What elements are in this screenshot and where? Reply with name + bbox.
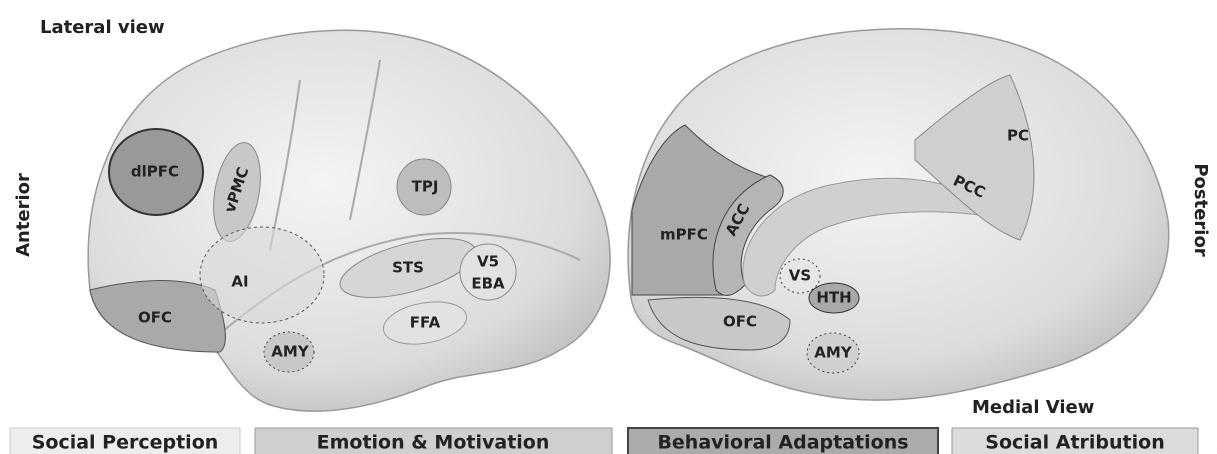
legend-label: Behavioral Adaptations <box>657 432 908 454</box>
acc-region <box>712 174 784 296</box>
region-label: STS <box>392 259 424 277</box>
legend-label: Social Atribution <box>985 432 1164 454</box>
region-label: FFA <box>410 314 441 332</box>
tpj-region <box>396 158 452 216</box>
region-label: HTH <box>816 289 851 307</box>
region-label: PC <box>1007 127 1029 145</box>
region-label: dlPFC <box>131 163 179 181</box>
v5eba-region <box>459 243 517 301</box>
lateral-title: Lateral view <box>40 17 165 38</box>
legend-box <box>951 427 1199 454</box>
ai-region <box>199 226 325 324</box>
ofc-region-medial <box>647 296 791 351</box>
posterior-label: Posterior <box>1190 163 1211 256</box>
dlpfc-region <box>108 128 204 216</box>
ofc-region <box>89 280 226 353</box>
region-label: AMY <box>271 343 310 361</box>
region-label: AI <box>231 273 248 291</box>
amy-region-medial <box>806 332 860 374</box>
region-label: OFC <box>723 313 757 331</box>
legend-label: Emotion & Motivation <box>317 432 550 454</box>
region-label: mPFC <box>660 226 708 244</box>
hth-region <box>808 282 860 314</box>
region-label: AMY <box>814 344 853 362</box>
pc-region <box>914 74 1035 241</box>
amy-region <box>263 331 315 373</box>
legend-label: Social Perception <box>32 432 219 454</box>
lateral-brain <box>87 29 611 412</box>
medial-title: Medial View <box>972 397 1094 418</box>
region-label: V5 <box>477 253 499 271</box>
region-label: OFC <box>138 309 172 327</box>
ffa-region <box>382 301 468 345</box>
region-label: VS <box>789 267 811 285</box>
anterior-label: Anterior <box>13 173 34 257</box>
legend-box <box>254 427 613 454</box>
region-label: TPJ <box>412 178 439 196</box>
legend-box <box>9 427 241 454</box>
region-label: EBA <box>471 275 505 293</box>
legend-box <box>627 427 939 454</box>
vs-region <box>779 258 821 294</box>
